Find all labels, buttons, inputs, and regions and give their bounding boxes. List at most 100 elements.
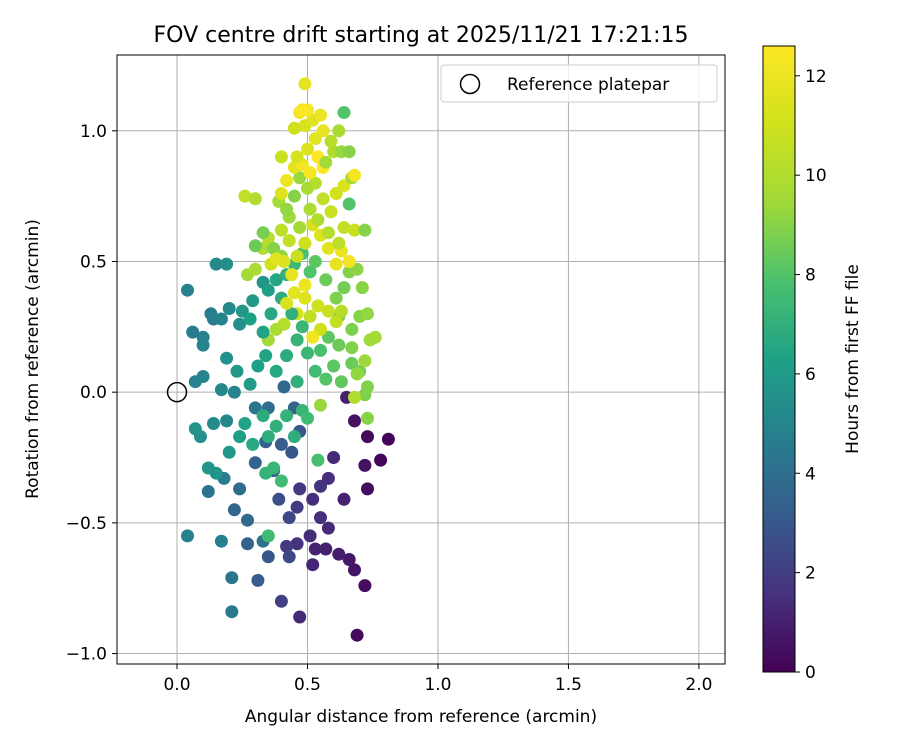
- data-point-126: [204, 307, 218, 321]
- data-point-23: [321, 471, 335, 485]
- data-point-227: [306, 330, 320, 344]
- data-point-165: [321, 241, 335, 255]
- data-point-19: [290, 500, 304, 514]
- x-tick-label-0: 0.0: [163, 675, 190, 695]
- data-point-221: [295, 103, 309, 117]
- data-point-68: [269, 419, 283, 433]
- data-point-33: [251, 573, 265, 587]
- data-point-40: [214, 534, 228, 548]
- data-point-3: [342, 553, 356, 566]
- data-point-106: [332, 338, 346, 352]
- data-point-91: [308, 364, 322, 378]
- y-tick-label-0: −1.0: [66, 645, 107, 665]
- data-point-199: [274, 187, 288, 200]
- y-tick-label-3: 0.5: [80, 252, 107, 272]
- data-point-62: [222, 445, 236, 459]
- data-point-82: [230, 364, 244, 378]
- data-point-7: [293, 610, 307, 624]
- data-point-44: [233, 482, 247, 496]
- data-points: [181, 77, 395, 642]
- data-point-12: [274, 594, 288, 608]
- data-point-134: [264, 307, 278, 321]
- data-point-17: [306, 492, 320, 506]
- data-point-59: [188, 422, 202, 436]
- data-point-22: [314, 479, 327, 493]
- data-point-188: [293, 171, 307, 185]
- colorbar-ticks: 0 2 4 6 8 10 12: [795, 67, 827, 683]
- legend-box: [440, 64, 718, 103]
- data-point-87: [280, 349, 294, 363]
- data-point-116: [321, 304, 335, 318]
- data-point-66: [256, 409, 270, 423]
- data-point-107: [321, 330, 335, 344]
- plot-area: [117, 55, 725, 664]
- data-point-150: [329, 291, 343, 305]
- data-point-232: [285, 268, 299, 282]
- data-point-181: [358, 223, 372, 237]
- y-tick-label-1: −0.5: [66, 514, 107, 534]
- data-point-64: [238, 417, 252, 430]
- data-point-222: [337, 106, 351, 119]
- colorbar-tick-label-3: 6: [805, 365, 816, 385]
- data-point-186: [280, 202, 294, 216]
- data-point-9: [303, 529, 317, 543]
- colorbar-tick-label-0: 0: [805, 663, 816, 683]
- legend: Reference platepar: [440, 64, 718, 103]
- data-point-218: [314, 108, 327, 122]
- data-point-215: [287, 121, 301, 135]
- data-point-8: [306, 558, 320, 572]
- data-point-100: [361, 411, 374, 425]
- data-point-18: [293, 482, 307, 496]
- data-point-147: [303, 265, 317, 279]
- data-point-28: [358, 458, 372, 472]
- data-point-234: [269, 252, 283, 266]
- data-point-21: [272, 492, 286, 506]
- reference-platepar-marker: [166, 381, 188, 403]
- data-point-31: [381, 432, 395, 446]
- data-point-153: [350, 262, 364, 276]
- colorbar-tick-label-2: 4: [805, 464, 816, 484]
- colorbar-tick-label-6: 12: [805, 67, 827, 87]
- data-point-175: [303, 202, 317, 216]
- data-point-207: [342, 145, 356, 159]
- data-point-127: [214, 312, 228, 326]
- data-point-229: [287, 286, 301, 300]
- data-point-128: [222, 302, 236, 315]
- data-point-29: [361, 482, 374, 496]
- legend-label: Reference platepar: [507, 75, 669, 95]
- colorbar-tick-label-5: 10: [805, 166, 827, 186]
- data-point-171: [267, 241, 281, 255]
- data-point-80: [214, 383, 228, 397]
- data-point-39: [225, 605, 239, 619]
- data-point-5: [319, 542, 333, 556]
- data-point-112: [348, 390, 361, 404]
- data-point-159: [274, 223, 288, 237]
- data-point-210: [301, 142, 314, 156]
- data-point-149: [319, 273, 333, 287]
- data-point-86: [269, 364, 283, 378]
- data-point-38: [225, 571, 239, 585]
- x-ticks: 0.0 0.5 1.0 1.5 2.0: [163, 664, 712, 695]
- data-point-178: [332, 236, 346, 250]
- data-point-4: [332, 547, 346, 561]
- data-point-208: [274, 150, 288, 164]
- data-point-223: [298, 77, 312, 91]
- data-point-1: [358, 579, 372, 593]
- data-point-95: [334, 375, 348, 389]
- x-tick-label-1: 0.5: [294, 675, 321, 695]
- data-point-85: [259, 349, 273, 363]
- data-point-92: [314, 343, 327, 357]
- colorbar: 0 2 4 6 8 10 12 Hours from first FF file: [762, 45, 863, 683]
- data-point-224: [314, 322, 327, 336]
- data-point-0: [350, 628, 364, 642]
- x-tick-label-3: 1.5: [555, 675, 582, 695]
- data-point-114: [303, 309, 317, 323]
- data-point-187: [287, 189, 301, 203]
- data-point-105: [345, 341, 359, 355]
- data-point-182: [342, 197, 356, 211]
- data-point-160: [282, 234, 296, 248]
- data-point-13: [282, 550, 296, 564]
- data-point-27: [361, 430, 374, 444]
- data-point-123: [196, 330, 210, 344]
- data-point-192: [324, 205, 338, 219]
